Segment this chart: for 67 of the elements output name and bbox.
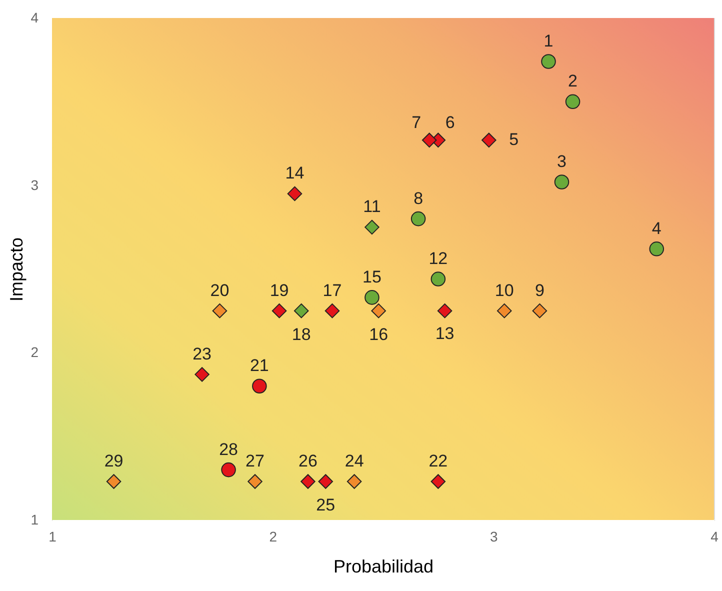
point xyxy=(248,474,262,489)
annotation: 4 xyxy=(652,218,662,238)
annotation: 14 xyxy=(285,164,304,183)
point xyxy=(272,303,287,318)
x-tick-label: 3 xyxy=(490,528,498,544)
y-tick-label: 4 xyxy=(30,10,39,26)
point xyxy=(430,474,446,489)
point xyxy=(565,94,580,110)
annotation: 21 xyxy=(250,356,269,376)
y-tick-label: 2 xyxy=(30,344,39,360)
annotation: 7 xyxy=(412,113,422,132)
annotation: 15 xyxy=(362,267,382,286)
point xyxy=(294,303,309,318)
x-tick-label: 4 xyxy=(710,528,719,544)
point xyxy=(324,303,340,318)
annotation: 26 xyxy=(298,452,318,471)
annotation: 22 xyxy=(428,452,448,471)
annotation: 11 xyxy=(363,197,381,216)
point xyxy=(221,462,236,478)
annotation: 1 xyxy=(544,32,554,51)
point xyxy=(106,474,122,489)
point xyxy=(482,132,496,148)
point xyxy=(541,54,556,69)
annotation: 25 xyxy=(316,496,336,515)
annotation: 9 xyxy=(534,280,544,300)
x-axis-title: Probabilidad xyxy=(333,556,434,576)
annotation: 16 xyxy=(369,324,388,344)
point xyxy=(430,272,446,286)
annotation: 20 xyxy=(210,280,230,300)
point xyxy=(346,474,362,489)
annotation: 18 xyxy=(292,324,311,344)
annotation: 13 xyxy=(435,324,454,343)
point xyxy=(212,303,228,318)
y-tick-label: 3 xyxy=(30,176,39,193)
point xyxy=(437,303,452,318)
point xyxy=(649,242,664,256)
annotation: 24 xyxy=(344,452,364,471)
annotation: 28 xyxy=(219,440,238,459)
y-axis-title: Impacto xyxy=(6,237,27,302)
point xyxy=(252,378,267,394)
point xyxy=(287,186,302,202)
annotation: 29 xyxy=(104,452,124,471)
point xyxy=(554,174,570,190)
y-tick-label: 1 xyxy=(30,512,39,528)
annotation: 5 xyxy=(509,130,519,150)
annotation: 6 xyxy=(445,113,455,132)
x-tick-label: 2 xyxy=(269,528,278,544)
annotation: 10 xyxy=(494,280,514,300)
annotation: 17 xyxy=(322,280,342,300)
x-tick-label: 1 xyxy=(48,528,57,544)
point xyxy=(364,220,380,235)
point xyxy=(194,367,210,382)
point xyxy=(318,474,334,489)
annotation: 2 xyxy=(568,72,578,91)
annotation: 8 xyxy=(414,188,424,208)
point xyxy=(410,211,426,226)
point xyxy=(364,290,380,305)
annotation: 23 xyxy=(192,344,212,364)
point xyxy=(422,132,437,148)
point xyxy=(496,303,512,318)
annotation: 3 xyxy=(557,152,566,171)
point xyxy=(300,474,316,489)
annotation: 19 xyxy=(270,280,289,300)
point xyxy=(371,303,386,318)
annotation: 12 xyxy=(428,249,448,268)
point xyxy=(532,303,548,318)
annotation: 27 xyxy=(246,452,264,471)
